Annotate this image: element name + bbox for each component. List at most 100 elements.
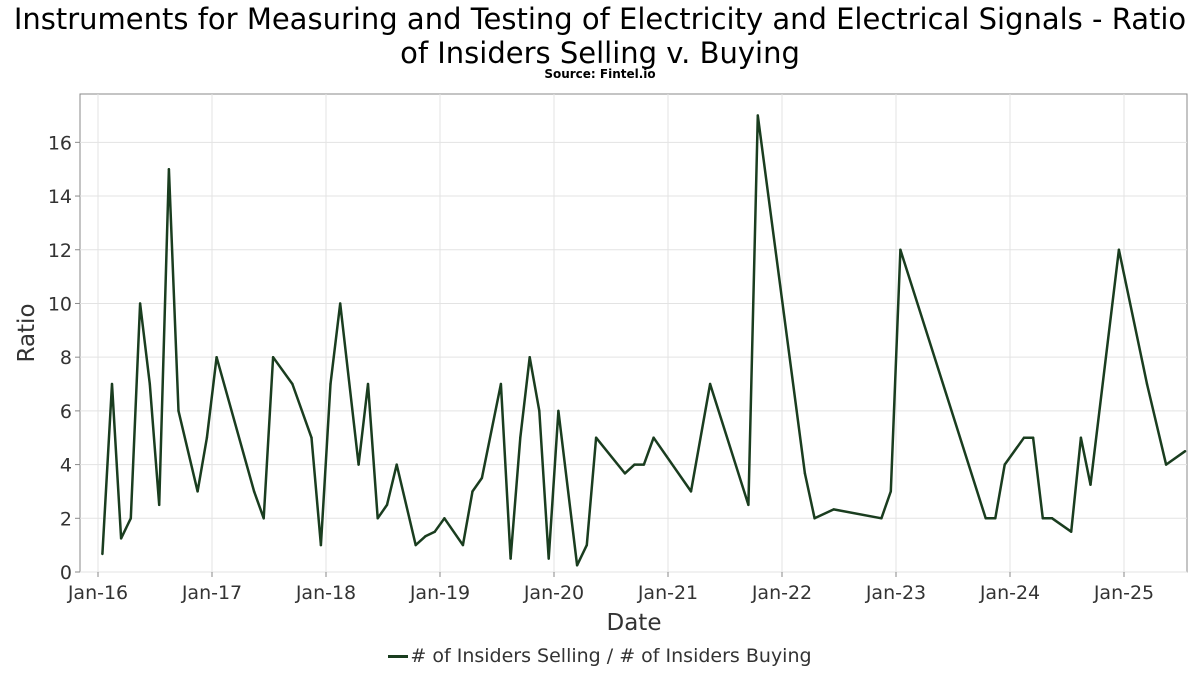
data-point	[1145, 382, 1149, 386]
data-point	[167, 168, 171, 171]
data-point	[1183, 450, 1187, 453]
data-point	[747, 503, 750, 507]
legend-label: # of Insiders Selling / # of Insiders Bu…	[410, 645, 812, 667]
legend-swatch	[388, 655, 409, 658]
data-point	[101, 552, 104, 556]
x-tick-label: Jan-21	[637, 582, 698, 604]
y-tick-label: 8	[60, 347, 72, 369]
data-point	[557, 409, 560, 413]
x-tick-label: Jan-24	[979, 582, 1040, 604]
y-tick-label: 16	[48, 132, 72, 154]
data-point	[138, 302, 142, 305]
data-point	[129, 517, 132, 520]
data-point	[1070, 530, 1073, 533]
x-tick-label: Jan-17	[181, 582, 242, 604]
data-point	[832, 508, 835, 511]
data-point	[994, 517, 997, 520]
y-axis-label: Ratio	[14, 303, 40, 362]
data-point	[889, 490, 892, 493]
x-tick-label: Jan-19	[409, 582, 470, 604]
data-point	[339, 302, 342, 305]
data-point	[1079, 436, 1083, 439]
data-point	[652, 436, 655, 439]
x-tick-label: Jan-25	[1093, 582, 1154, 604]
data-point	[1022, 436, 1026, 439]
y-tick-label: 6	[60, 401, 72, 423]
data-point	[252, 490, 256, 493]
data-point	[1003, 463, 1006, 466]
x-axis-ticks: Jan-16 Jan-17 Jan-18 Jan-19 Jan-20 Jan-21 Jan-…	[67, 572, 1154, 604]
data-point	[528, 356, 531, 359]
data-point	[575, 564, 579, 567]
data-point	[205, 436, 209, 439]
data-point	[899, 248, 902, 251]
data-point	[1041, 517, 1045, 520]
data-point	[215, 356, 218, 359]
data-point	[376, 517, 379, 520]
x-tick-label: Jan-16	[67, 582, 128, 604]
data-point	[756, 114, 759, 117]
data-point	[357, 463, 360, 466]
data-point	[538, 409, 541, 413]
data-point	[395, 463, 398, 466]
y-tick-label: 2	[60, 508, 72, 530]
data-point	[1050, 517, 1054, 520]
x-tick-label: Jan-22	[751, 582, 812, 604]
chart-subtitle: Source: Fintel.io	[544, 67, 656, 81]
data-point	[110, 382, 114, 386]
x-tick-label: Jan-18	[295, 582, 356, 604]
data-point	[509, 557, 512, 560]
data-point	[594, 436, 598, 439]
data-point	[433, 530, 436, 533]
data-point	[642, 463, 646, 466]
data-point	[414, 543, 417, 547]
data-point	[262, 517, 265, 520]
data-point	[366, 382, 370, 386]
y-tick-label: 0	[60, 562, 72, 584]
x-axis-label: Date	[607, 610, 662, 636]
data-point	[803, 472, 807, 475]
data-point	[177, 409, 180, 413]
legend: # of Insiders Selling / # of Insiders Bu…	[0, 645, 1200, 667]
data-point	[158, 503, 161, 507]
data-point	[148, 382, 151, 386]
data-point	[689, 490, 693, 493]
data-point	[385, 503, 389, 507]
chart-title: Instruments for Measuring and Testing of…	[13, 2, 1187, 70]
data-point	[480, 476, 484, 480]
data-point	[633, 463, 636, 466]
data-point	[547, 557, 550, 560]
data-point	[585, 543, 588, 547]
data-point	[1164, 463, 1168, 466]
y-axis-ticks: 0 2 4 6 8 10 12 14 16	[48, 132, 80, 584]
data-point	[271, 356, 275, 359]
data-point	[1117, 248, 1121, 251]
y-tick-label: 4	[60, 455, 72, 477]
data-point	[443, 517, 446, 520]
data-point	[424, 535, 427, 538]
y-tick-label: 14	[48, 186, 72, 208]
data-point	[499, 382, 503, 386]
data-point	[519, 436, 522, 439]
data-point	[623, 472, 627, 475]
data-point	[119, 537, 123, 540]
data-point	[984, 517, 987, 520]
series-line	[101, 114, 1186, 567]
data-point	[291, 382, 294, 386]
data-point	[310, 436, 313, 439]
data-point	[813, 517, 816, 520]
data-point	[1031, 436, 1035, 439]
data-point	[1089, 483, 1092, 486]
y-tick-label: 10	[48, 293, 72, 315]
data-point	[880, 517, 883, 520]
x-tick-label: Jan-20	[523, 582, 584, 604]
data-point	[471, 490, 474, 493]
data-point	[708, 382, 712, 386]
x-tick-label: Jan-23	[865, 582, 926, 604]
data-point	[461, 543, 465, 547]
series-group	[101, 114, 1187, 567]
data-point	[319, 543, 323, 547]
data-point	[329, 382, 332, 386]
data-point	[196, 490, 199, 493]
